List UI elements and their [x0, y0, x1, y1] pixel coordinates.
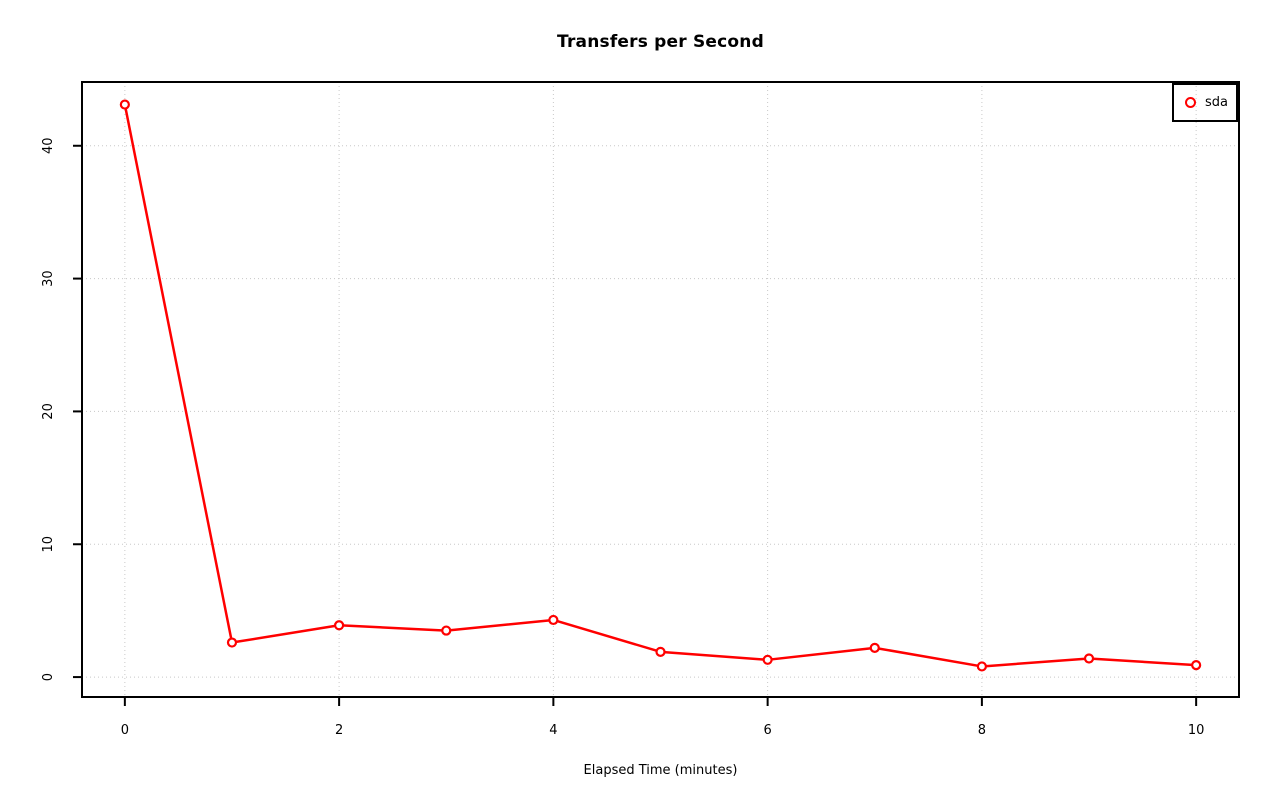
series-line-sda: [123, 103, 1198, 668]
y-tick-label: 30: [41, 270, 56, 287]
data-point-sda: [441, 625, 452, 636]
legend-open-circle-icon: [1185, 97, 1196, 108]
x-axis-label: Elapsed Time (minutes): [583, 763, 738, 778]
data-point-sda: [548, 614, 559, 626]
data-point-sda: [869, 642, 880, 653]
data-point-sda: [655, 646, 666, 657]
y-tick-label: 10: [41, 536, 56, 553]
legend: sda: [1172, 83, 1238, 122]
data-point-sda: [762, 654, 773, 665]
y-tick-label: 0: [41, 673, 56, 681]
data-point-sda: [334, 620, 345, 631]
data-point-sda: [119, 99, 130, 110]
x-tick-label: 4: [549, 723, 557, 738]
x-tick-label: 2: [335, 723, 343, 738]
data-point-sda: [226, 637, 238, 648]
chart-title: Transfers per Second: [557, 32, 764, 52]
x-tick-label: 0: [121, 723, 129, 738]
data-point-sda: [1191, 660, 1202, 671]
y-tick-label: 20: [41, 403, 56, 420]
x-tick-label: 8: [978, 723, 986, 738]
legend-series-label: sda: [1205, 95, 1228, 110]
x-tick-label: 10: [1188, 723, 1205, 738]
data-point-sda: [976, 661, 987, 672]
data-point-sda: [1083, 653, 1095, 664]
y-tick-label: 40: [41, 137, 56, 154]
plot-border: [81, 81, 1240, 698]
x-tick-label: 6: [763, 723, 771, 738]
